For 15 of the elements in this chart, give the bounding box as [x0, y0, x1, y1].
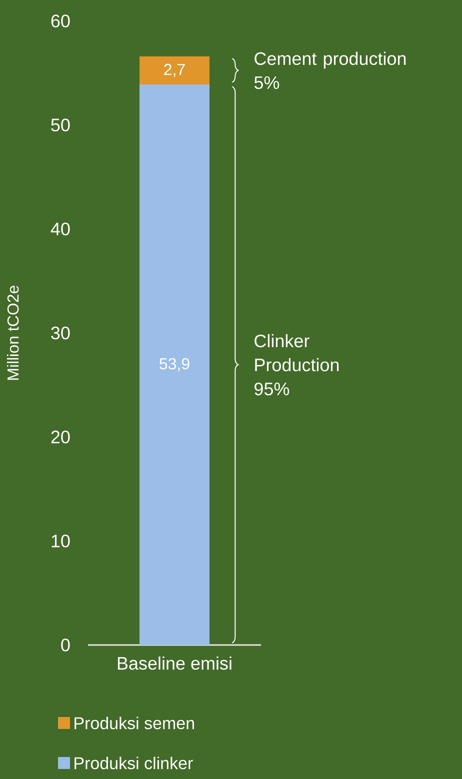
data-label: 2,7: [164, 64, 185, 78]
y-tick-label: 60: [51, 14, 70, 28]
legend-label: Produksi clinker: [74, 756, 193, 770]
data-label: 53,9: [160, 358, 190, 372]
text: Clinker Production 95%: [254, 334, 339, 396]
y-tick-label: 20: [51, 430, 70, 444]
y-tick-label: 10: [52, 534, 70, 548]
y-tick-label: 30: [51, 326, 70, 340]
text: Cement production 5%: [254, 52, 406, 90]
y-axis-title: Million tCO2e: [6, 286, 19, 380]
x-tick-label: Baseline emisi: [118, 656, 232, 670]
y-tick-label: 50: [51, 118, 70, 132]
y-tick-label: 0: [61, 638, 70, 652]
legend-label: Produksi semen: [74, 716, 194, 730]
y-tick-label: 40: [50, 222, 70, 236]
